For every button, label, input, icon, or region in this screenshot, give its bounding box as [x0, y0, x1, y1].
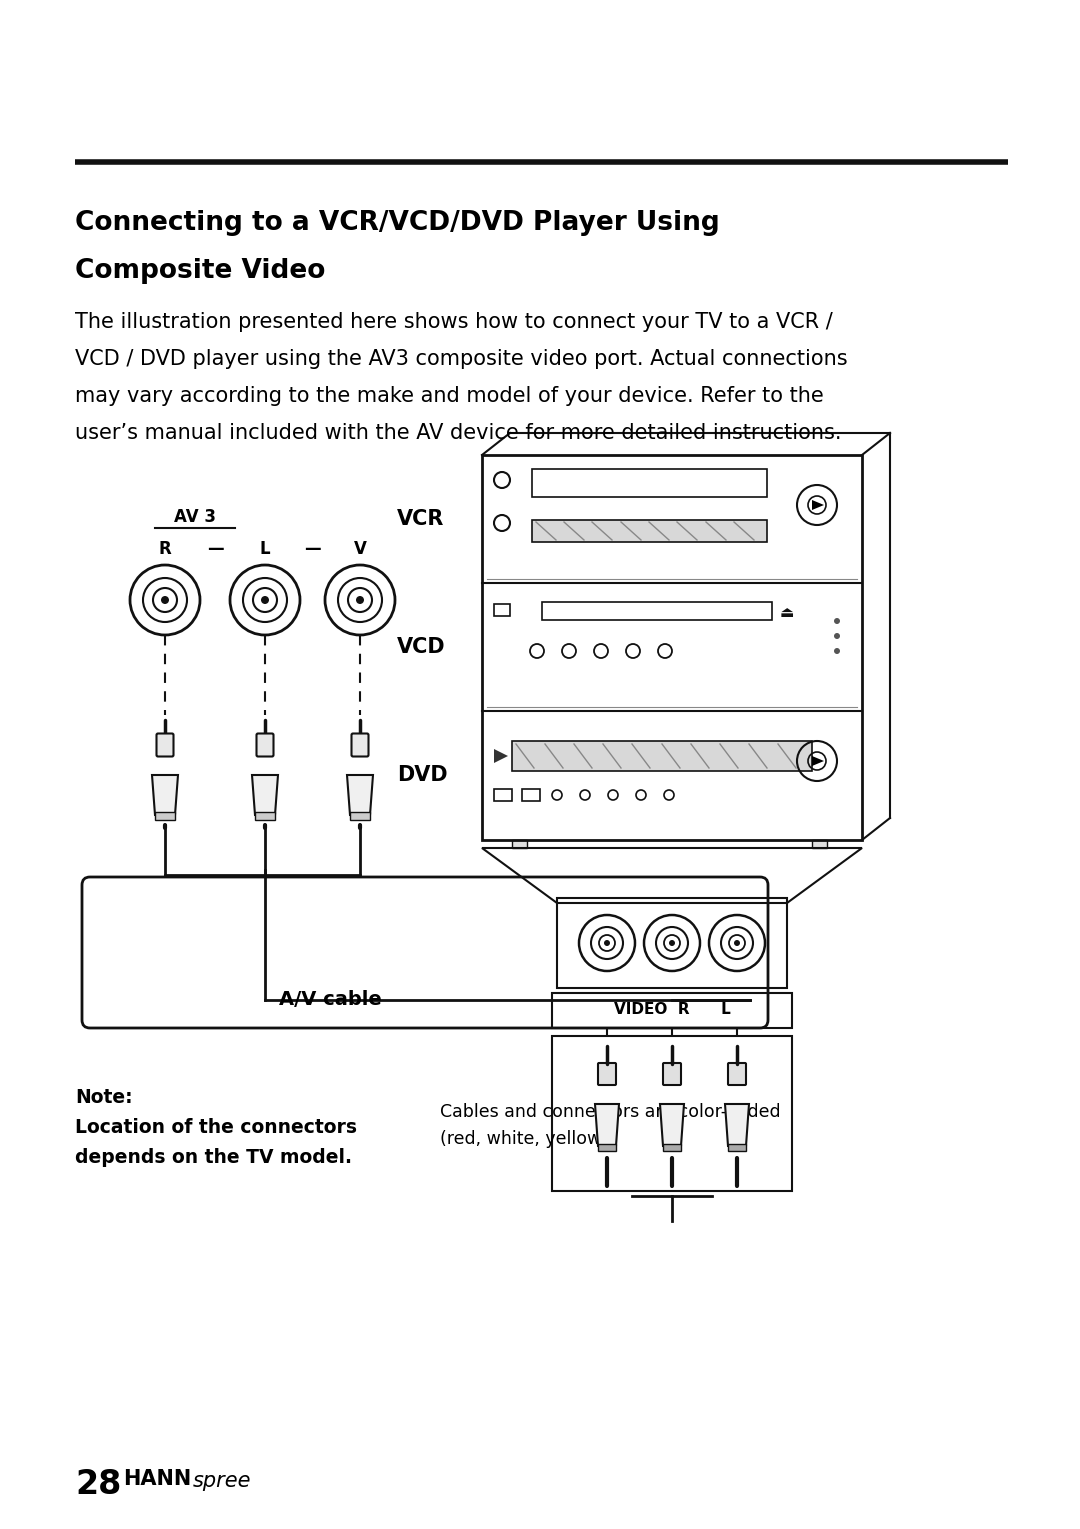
Circle shape	[669, 940, 675, 946]
Bar	[494, 789, 512, 801]
Circle shape	[656, 927, 688, 959]
Bar	[156, 812, 175, 820]
Text: R: R	[159, 540, 172, 558]
Bar	[542, 602, 772, 619]
FancyBboxPatch shape	[663, 1063, 681, 1086]
Text: VCD: VCD	[397, 638, 446, 657]
Bar	[557, 898, 787, 988]
Text: DVD: DVD	[397, 764, 447, 784]
Circle shape	[834, 633, 840, 639]
Bar	[552, 1037, 792, 1191]
Bar	[522, 789, 540, 801]
FancyBboxPatch shape	[728, 1063, 746, 1086]
FancyBboxPatch shape	[598, 1063, 616, 1086]
Text: depends on the TV model.: depends on the TV model.	[75, 1148, 352, 1167]
Text: —: —	[206, 540, 224, 558]
Bar	[350, 812, 370, 820]
FancyBboxPatch shape	[351, 734, 368, 757]
Bar	[512, 839, 527, 849]
Circle shape	[721, 927, 753, 959]
Circle shape	[356, 596, 364, 604]
Bar	[532, 469, 767, 497]
Text: (red, white, yellow).: (red, white, yellow).	[440, 1130, 613, 1148]
Text: 28: 28	[75, 1468, 121, 1501]
Text: VCR: VCR	[397, 509, 444, 529]
Polygon shape	[347, 775, 373, 815]
Bar	[552, 992, 792, 1027]
Polygon shape	[725, 1104, 750, 1147]
Circle shape	[338, 578, 382, 622]
Bar	[482, 456, 862, 839]
Text: Location of the connectors: Location of the connectors	[75, 1118, 357, 1138]
Text: VIDEO  R      L: VIDEO R L	[613, 1003, 730, 1017]
Text: may vary according to the make and model of your device. Refer to the: may vary according to the make and model…	[75, 385, 824, 407]
Bar	[663, 1144, 681, 1151]
FancyBboxPatch shape	[257, 734, 273, 757]
Bar	[512, 742, 812, 771]
Text: The illustration presented here shows how to connect your TV to a VCR /: The illustration presented here shows ho…	[75, 312, 833, 332]
Text: Note:: Note:	[75, 1089, 133, 1107]
Bar	[494, 604, 510, 616]
Text: L: L	[259, 540, 270, 558]
Circle shape	[161, 596, 168, 604]
Bar	[532, 520, 767, 541]
FancyBboxPatch shape	[157, 734, 174, 757]
Polygon shape	[812, 500, 824, 511]
Text: A/V cable: A/V cable	[279, 989, 381, 1009]
Polygon shape	[595, 1104, 619, 1147]
Bar	[812, 839, 827, 849]
Circle shape	[261, 596, 269, 604]
Polygon shape	[252, 775, 278, 815]
Text: user’s manual included with the AV device for more detailed instructions.: user’s manual included with the AV devic…	[75, 424, 841, 443]
Text: VCD / DVD player using the AV3 composite video port. Actual connections: VCD / DVD player using the AV3 composite…	[75, 349, 848, 368]
Polygon shape	[812, 755, 824, 766]
Text: —: —	[303, 540, 321, 558]
Polygon shape	[660, 1104, 684, 1147]
Bar	[255, 812, 275, 820]
Text: Connecting to a VCR/VCD/DVD Player Using: Connecting to a VCR/VCD/DVD Player Using	[75, 209, 719, 235]
Circle shape	[243, 578, 287, 622]
Circle shape	[834, 648, 840, 654]
Circle shape	[834, 618, 840, 624]
Circle shape	[734, 940, 740, 946]
Bar	[728, 1144, 746, 1151]
Circle shape	[143, 578, 187, 622]
Text: HANN: HANN	[123, 1469, 191, 1489]
Polygon shape	[494, 749, 508, 763]
Text: spree: spree	[193, 1471, 252, 1491]
Text: V: V	[353, 540, 366, 558]
Circle shape	[591, 927, 623, 959]
Text: ⏏: ⏏	[780, 605, 795, 619]
Circle shape	[604, 940, 610, 946]
Bar	[598, 1144, 616, 1151]
Text: Cables and connectors are color-coded: Cables and connectors are color-coded	[440, 1102, 781, 1121]
Text: AV 3: AV 3	[174, 508, 216, 526]
Text: Composite Video: Composite Video	[75, 258, 325, 284]
Polygon shape	[152, 775, 178, 815]
